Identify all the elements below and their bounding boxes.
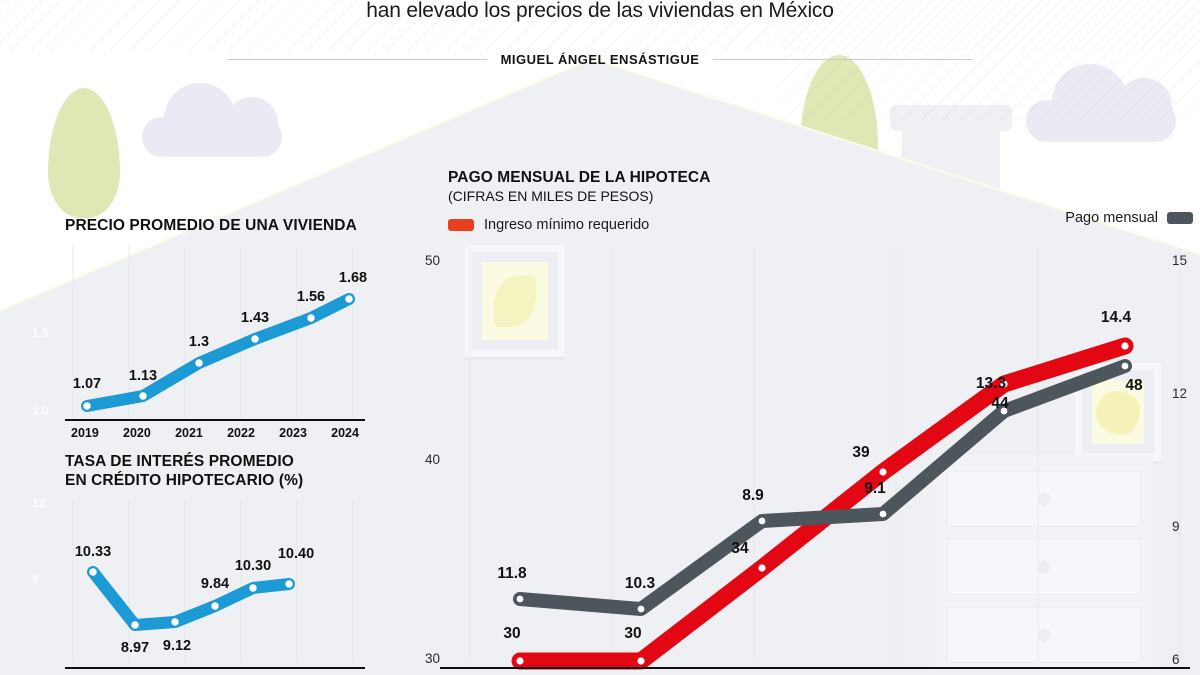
precio-svg: 1.07 1.13 1.3 1.43 1.56 1.68 [65, 246, 367, 421]
precio-gridlines [72, 246, 354, 418]
byline-row: MIGUEL ÁNGEL ENSÁSTIGUE [0, 52, 1200, 67]
pago-red-label-2: 34 [731, 540, 749, 557]
chart-title-tasa: TASA DE INTERÉS PROMEDIO EN CRÉDITO HIPO… [65, 452, 365, 490]
pago-gray-label-0: 11.8 [497, 565, 527, 582]
pago-red-label-5: 48 [1125, 377, 1143, 394]
pago-gray-label-5: 14.4 [1101, 309, 1132, 326]
cloud-icon-right [1026, 64, 1176, 142]
frame-art-left [482, 262, 548, 340]
precio-series-line [81, 293, 355, 412]
pago-gray-label-4: 13.3 [976, 375, 1007, 392]
tree-icon-left [48, 88, 120, 218]
chart-title-tasa-line1: TASA DE INTERÉS PROMEDIO [65, 453, 294, 470]
tasa-markers [87, 566, 295, 631]
ytick-precio-2: 2.0 [32, 250, 49, 264]
chart-tasa-interes: TASA DE INTERÉS PROMEDIO EN CRÉDITO HIPO… [32, 452, 365, 675]
ytick-precio-1: 1.5 [32, 326, 49, 340]
pago-red-markers [516, 342, 1129, 665]
precio-xtick-2: 2021 [175, 426, 203, 440]
cloud-icon-left [142, 83, 282, 157]
legend-swatch-gray [1167, 212, 1193, 224]
precio-label-0: 1.07 [73, 376, 101, 392]
pago-series-gray-line [513, 359, 1132, 616]
drawer-1 [947, 471, 1141, 527]
picture-frame-icon-left [465, 245, 565, 357]
chart-precio-promedio-vivienda: PRECIO PROMEDIO DE UNA VIVIENDA 2.0 1.5 … [32, 216, 367, 446]
tasa-label-2: 9.12 [163, 638, 191, 654]
legend-label-gray: Pago mensual [1065, 210, 1158, 226]
drawer-knob-icon [1037, 628, 1051, 642]
pago-gray-data-labels: 11.8 10.3 8.9 9.1 13.3 14.4 [497, 309, 1131, 592]
pago-right-ytick-9: 9 [1172, 519, 1180, 534]
pago-red-label-1: 30 [624, 625, 641, 642]
precio-xtick-1: 2020 [123, 426, 151, 440]
precio-x-tick-labels: 2019 2020 2021 2022 2023 2024 [65, 426, 365, 440]
chart-title-pago: PAGO MENSUAL DE LA HIPOTECA [448, 169, 711, 186]
drawer-knob-icon [1037, 560, 1051, 574]
chart-pago-mensual-hipoteca: PAGO MENSUAL DE LA HIPOTECA (CIFRAS EN M… [410, 160, 1200, 675]
pago-red-label-3: 39 [852, 444, 870, 461]
dresser-icon [935, 455, 1153, 670]
legend-ingreso-minimo[interactable]: Ingreso mínimo requerido [448, 217, 649, 233]
drawer-3 [947, 607, 1141, 663]
precio-label-2: 1.3 [189, 334, 209, 350]
byline-rule-left [226, 59, 487, 60]
precio-xtick-3: 2022 [227, 426, 255, 440]
pago-red-data-labels: 30 30 34 39 44 48 [503, 377, 1143, 642]
chart-subtitle-pago: (CIFRAS EN MILES DE PESOS) [448, 188, 654, 204]
tasa-gridlines [72, 500, 354, 662]
legend-label-red: Ingreso mínimo requerido [484, 217, 650, 233]
legend-swatch-red [448, 219, 474, 231]
tasa-series-line [87, 566, 295, 631]
headline: han elevado los precios de las viviendas… [366, 0, 834, 22]
pago-left-ytick-40: 40 [424, 452, 440, 467]
legend-pago-mensual[interactable]: Pago mensual [1065, 210, 1193, 226]
precio-label-3: 1.43 [241, 310, 269, 326]
abstract-art-icon [1096, 391, 1140, 436]
precio-markers [81, 293, 355, 412]
precio-xtick-4: 2023 [279, 426, 307, 440]
drawer-knob-icon [1037, 492, 1051, 506]
byline-rule-right [713, 59, 974, 60]
chart-plot-precio: 1.07 1.13 1.3 1.43 1.56 1.68 2019 2020 2… [65, 246, 367, 440]
tasa-label-3: 9.84 [201, 576, 229, 592]
hatch-pattern-right [780, 0, 1200, 120]
pago-right-ytick-6: 6 [1172, 652, 1180, 667]
precio-xtick-5: 2024 [331, 426, 359, 440]
pago-svg: 30 30 34 39 44 48 11.8 10.3 8.9 9.1 13.3… [440, 248, 1190, 670]
chart-title-tasa-line2: EN CRÉDITO HIPOTECARIO (%) [65, 472, 304, 489]
pago-gray-markers [516, 362, 1129, 613]
pago-gray-label-3: 9.1 [864, 480, 886, 497]
chart-plot-tasa: 10.33 8.97 9.12 9.84 10.30 10.40 [65, 500, 365, 675]
byline-author: MIGUEL ÁNGEL ENSÁSTIGUE [500, 52, 700, 67]
tasa-data-labels: 10.33 8.97 9.12 9.84 10.30 10.40 [75, 544, 314, 656]
drawer-2 [947, 539, 1141, 595]
tasa-label-4: 10.30 [235, 558, 271, 574]
tasa-label-5: 10.40 [278, 546, 314, 562]
ytick-tasa-12: 12 [32, 496, 46, 510]
pago-red-label-0: 30 [503, 625, 520, 642]
precio-label-5: 1.68 [339, 270, 367, 286]
chart-title-precio: PRECIO PROMEDIO DE UNA VIVIENDA [65, 217, 357, 234]
pago-red-label-4: 44 [991, 395, 1009, 412]
hatch-pattern-top [0, 0, 1200, 50]
precio-label-1: 1.13 [129, 368, 157, 384]
tasa-label-1: 8.97 [121, 640, 149, 656]
tasa-svg: 10.33 8.97 9.12 9.84 10.30 10.40 [65, 500, 365, 669]
precio-label-4: 1.56 [297, 289, 325, 305]
precio-xtick-0: 2019 [71, 426, 99, 440]
pago-gray-label-1: 10.3 [625, 575, 656, 592]
pago-gray-label-2: 8.9 [742, 487, 764, 504]
tasa-label-0: 10.33 [75, 544, 111, 560]
pago-left-ytick-30: 30 [424, 651, 440, 666]
ytick-precio-0: 1.0 [32, 404, 49, 418]
chart-header-pago: PAGO MENSUAL DE LA HIPOTECA (CIFRAS EN M… [448, 168, 710, 205]
pago-left-ytick-50: 50 [424, 253, 440, 268]
frame-art-right [1092, 380, 1144, 444]
ytick-tasa-9: 9 [32, 572, 39, 586]
precio-data-labels: 1.07 1.13 1.3 1.43 1.56 1.68 [73, 270, 367, 392]
